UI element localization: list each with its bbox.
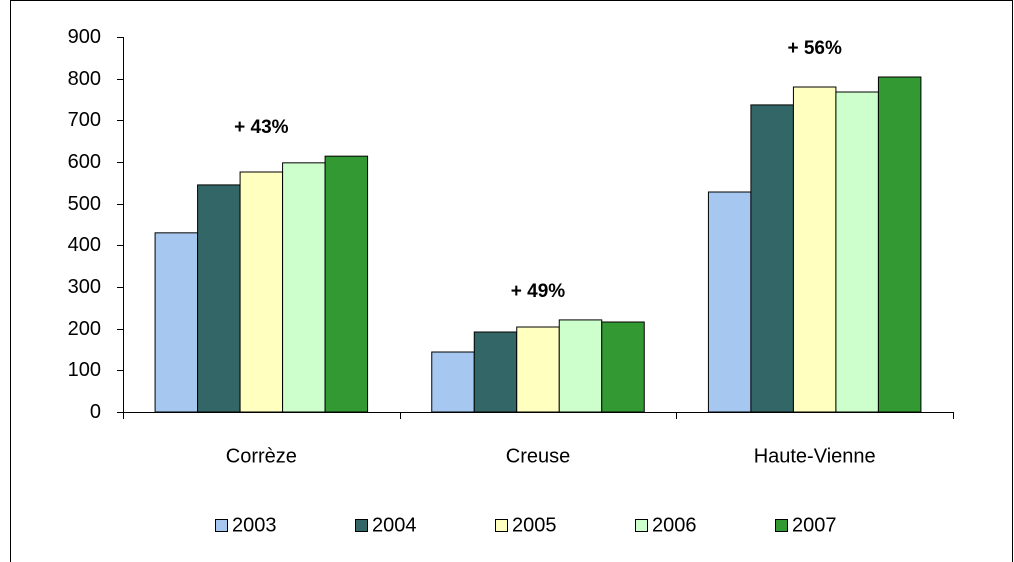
legend-label: 2004 [372,514,417,536]
y-tick-label: 800 [68,68,101,90]
bar [239,171,284,413]
annotation: + 43% [234,117,289,138]
x-tick-label: Corrèze [226,445,297,467]
bar [154,232,199,413]
legend-swatch [775,519,788,532]
y-tick-label: 200 [68,318,101,340]
bar [835,91,879,413]
frame [10,0,1013,562]
x-tick-label: Creuse [506,445,570,467]
legend-label: 2007 [792,514,837,536]
y-tick-label: 700 [68,109,101,131]
x-tick-label: Haute-Vienne [754,445,876,467]
bar [601,321,645,413]
legend-label: 2003 [232,514,277,536]
bar [324,155,369,413]
bar [792,86,837,413]
annotation: + 49% [511,281,566,302]
y-tick-label: 0 [90,401,101,423]
y-tick-label: 400 [68,234,101,256]
bar [707,191,752,413]
annotation: + 56% [787,38,842,59]
bar [877,76,922,413]
y-tick-label: 600 [68,151,101,173]
bar [516,326,560,413]
legend-label: 2006 [652,514,697,536]
y-tick-label: 900 [68,26,101,48]
legend-label: 2005 [512,514,557,536]
y-tick-label: 500 [68,193,101,215]
legend-swatch [635,519,648,532]
bar [558,319,603,413]
legend-swatch [495,519,508,532]
y-tick-label: 300 [68,276,101,298]
bar [197,184,241,413]
y-tick-label: 100 [68,359,101,381]
bar [282,162,326,413]
bar [750,104,794,413]
legend-swatch [355,519,368,532]
bar [431,351,475,413]
legend-swatch [215,519,228,532]
bar [473,331,518,413]
